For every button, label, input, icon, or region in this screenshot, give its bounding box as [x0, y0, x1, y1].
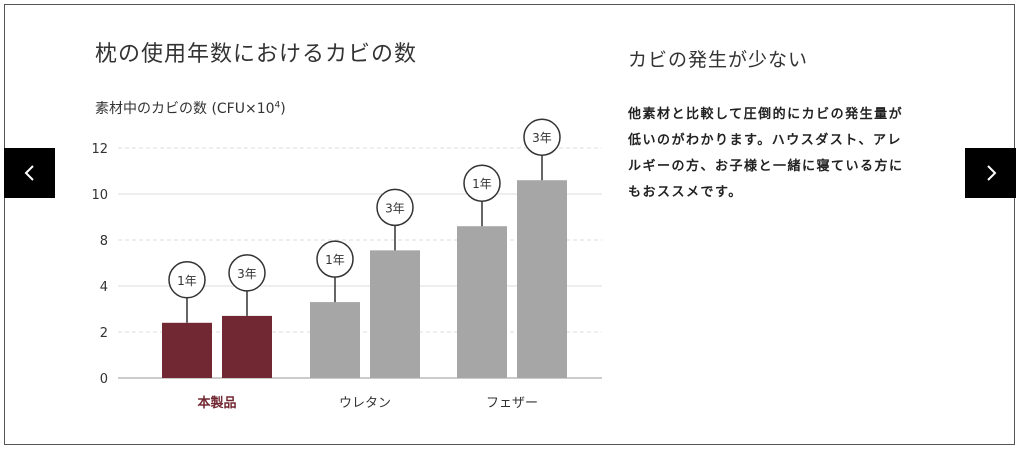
- bar-label-circle: [228, 254, 266, 292]
- y-tick-label: 8: [100, 234, 108, 249]
- prev-slide-button[interactable]: [4, 148, 55, 198]
- y-axis-label-close: ): [280, 101, 286, 117]
- description-text: 他素材と比較して圧倒的にカビの発生量が 低いのがわかります。ハウスダスト、アレ …: [628, 102, 904, 206]
- description-line: 他素材と比較して圧倒的にカビの発生量が: [628, 107, 904, 122]
- bar-label: 1年: [177, 274, 197, 288]
- description-line: 低いのがわかります。ハウスダスト、アレ: [628, 133, 902, 148]
- y-axis-label-exponent: 4: [274, 100, 281, 111]
- bar-2-1: [517, 180, 567, 378]
- x-category-label: ウレタン: [339, 396, 391, 411]
- bar-0-1: [222, 315, 272, 378]
- bar-label: 3年: [237, 267, 257, 281]
- y-tick-label: 2: [100, 326, 108, 341]
- y-tick-label: 12: [91, 142, 108, 157]
- x-category-label: 本製品: [197, 395, 236, 411]
- bar-1-1: [370, 250, 420, 378]
- bar-2-0: [457, 226, 507, 378]
- bar-label: 1年: [325, 253, 345, 267]
- chevron-right-icon: [986, 165, 996, 181]
- bar-1-0: [310, 302, 360, 378]
- y-tick-label: 10: [91, 188, 108, 203]
- bar-label: 3年: [385, 201, 405, 215]
- description-line: もおススメです。: [628, 185, 743, 200]
- slide-frame: [4, 4, 1015, 445]
- bar-label-circle: [463, 164, 501, 202]
- description-heading: カビの発生が少ない: [628, 49, 809, 71]
- bar-label-circle: [523, 118, 561, 156]
- chevron-left-icon: [24, 165, 34, 181]
- bar-0-0: [162, 322, 212, 378]
- y-tick-label: 0: [100, 372, 108, 387]
- y-axis-label: 素材中のカビの数 (CFU×104): [95, 98, 286, 118]
- bar-label-circle: [168, 261, 206, 299]
- x-category-label: フェザー: [486, 396, 538, 411]
- description-line: ルギーの方、お子様と一緒に寝ている方に: [628, 159, 904, 174]
- bar-label-circle: [376, 188, 414, 227]
- y-tick-label: 4: [100, 280, 108, 295]
- bar-label-circle: [316, 240, 354, 278]
- y-axis-label-text: 素材中のカビの数 (CFU×10: [95, 101, 275, 117]
- chart-title: 枕の使用年数におけるカビの数: [95, 42, 418, 67]
- bar-label: 3年: [532, 131, 552, 145]
- next-slide-button[interactable]: [965, 148, 1016, 198]
- bar-label: 1年: [472, 177, 492, 191]
